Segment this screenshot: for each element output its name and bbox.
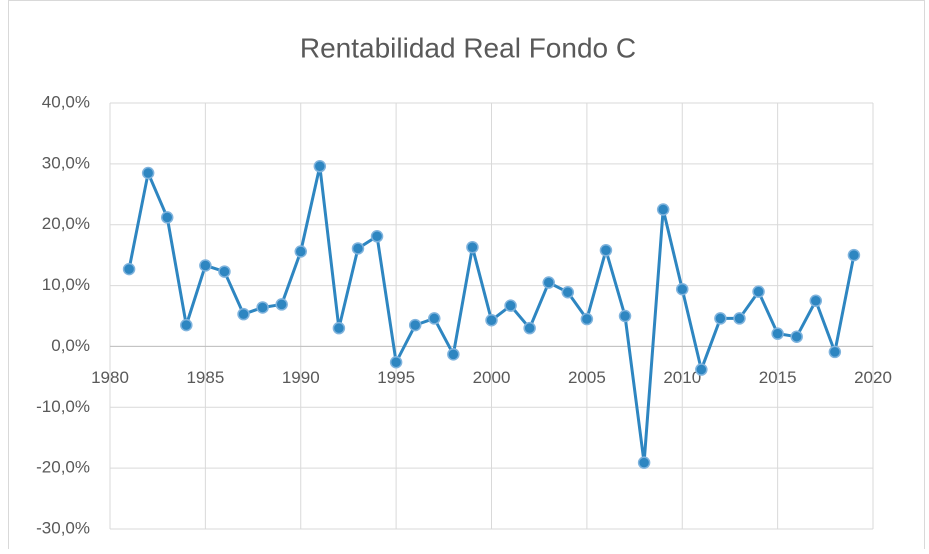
- x-tick-label: 1995: [377, 368, 415, 387]
- marker: [294, 245, 307, 258]
- marker: [771, 327, 784, 340]
- marker: [275, 298, 288, 311]
- x-tick-label: 2020: [854, 368, 892, 387]
- marker: [542, 276, 555, 289]
- marker: [466, 240, 479, 254]
- marker: [370, 230, 384, 243]
- marker: [389, 356, 403, 369]
- y-tick-label: 10,0%: [42, 275, 90, 294]
- marker: [580, 312, 594, 326]
- marker: [256, 301, 269, 314]
- y-tick-label: 0,0%: [51, 336, 90, 355]
- marker: [637, 456, 651, 469]
- y-tick-label: 40,0%: [42, 92, 90, 111]
- marker: [809, 294, 823, 308]
- marker: [141, 166, 155, 180]
- marker: [676, 282, 689, 296]
- marker: [408, 318, 422, 332]
- marker: [847, 248, 861, 262]
- x-tick-label: 1990: [282, 368, 320, 387]
- y-tick-label: -10,0%: [36, 397, 90, 416]
- chart-title: Rentabilidad Real Fondo C: [300, 32, 636, 63]
- marker: [122, 262, 136, 276]
- marker: [428, 312, 441, 325]
- marker: [618, 309, 632, 323]
- y-tick-label: 30,0%: [42, 153, 90, 172]
- marker: [599, 244, 613, 257]
- y-tick-label: 20,0%: [42, 214, 90, 233]
- y-tick-label: -30,0%: [36, 518, 90, 537]
- marker: [332, 321, 346, 335]
- marker: [180, 318, 193, 332]
- marker: [733, 312, 746, 325]
- marker: [714, 312, 727, 325]
- marker: [485, 314, 498, 327]
- marker: [237, 307, 250, 321]
- x-tick-label: 1980: [91, 368, 129, 387]
- marker: [523, 321, 536, 335]
- marker: [313, 160, 327, 173]
- marker: [828, 345, 842, 359]
- marker: [199, 259, 212, 272]
- marker: [504, 299, 517, 312]
- marker: [561, 286, 575, 299]
- x-tick-label: 2010: [663, 368, 701, 387]
- y-tick-label: -20,0%: [36, 458, 90, 477]
- x-tick-label: 2015: [759, 368, 797, 387]
- x-tick-label: 2000: [473, 368, 511, 387]
- marker: [160, 211, 174, 224]
- marker: [656, 203, 670, 216]
- x-tick-label: 1985: [186, 368, 224, 387]
- x-tick-label: 2005: [568, 368, 606, 387]
- marker: [695, 363, 708, 376]
- marker: [447, 348, 460, 361]
- marker: [351, 242, 365, 255]
- marker: [218, 265, 231, 278]
- marker: [752, 285, 765, 298]
- marker: [790, 330, 803, 343]
